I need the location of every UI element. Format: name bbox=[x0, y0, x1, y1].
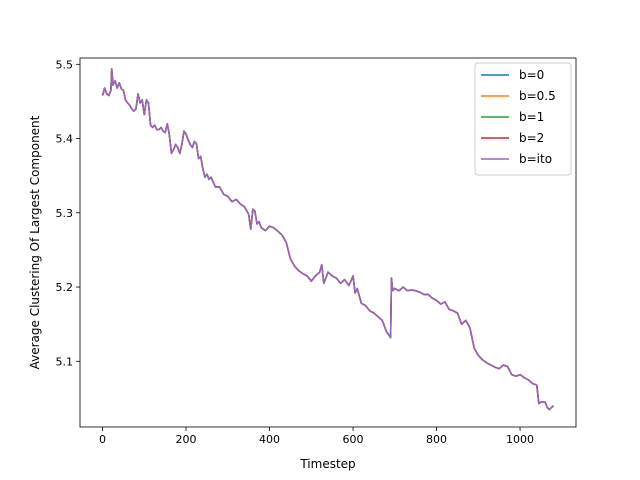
x-tick-label: 800 bbox=[426, 433, 447, 446]
y-tick-label: 5.5 bbox=[56, 58, 74, 71]
y-tick-label: 5.4 bbox=[56, 133, 74, 146]
x-tick-label: 0 bbox=[99, 433, 106, 446]
series-line bbox=[101, 68, 554, 411]
y-tick-label: 5.3 bbox=[56, 207, 74, 220]
legend-label: b=0.5 bbox=[519, 89, 556, 103]
legend-label: b=2 bbox=[519, 131, 544, 145]
x-tick-label: 1000 bbox=[506, 433, 534, 446]
y-axis-label: Average Clustering Of Largest Component bbox=[28, 115, 42, 369]
legend-frame bbox=[474, 62, 572, 176]
legend-label: b=0 bbox=[519, 68, 544, 82]
plot-frame bbox=[79, 57, 577, 428]
x-tick-label: 200 bbox=[176, 433, 197, 446]
y-tick-label: 5.2 bbox=[56, 281, 74, 294]
legend-label: b=ito bbox=[519, 152, 552, 166]
legend: b=0 b=0.5 b=1 b=2 b=ito bbox=[474, 62, 572, 176]
x-tick-label: 600 bbox=[343, 433, 364, 446]
series-layer bbox=[101, 68, 554, 411]
x-tick-label: 400 bbox=[259, 433, 280, 446]
x-axis-label: Timestep bbox=[299, 457, 355, 471]
legend-label: b=1 bbox=[519, 110, 544, 124]
y-axis: 5.1 5.2 5.3 5.4 5.5 bbox=[56, 58, 80, 368]
y-tick-label: 5.1 bbox=[56, 355, 74, 368]
x-axis: 0 200 400 600 800 1000 bbox=[99, 427, 534, 446]
